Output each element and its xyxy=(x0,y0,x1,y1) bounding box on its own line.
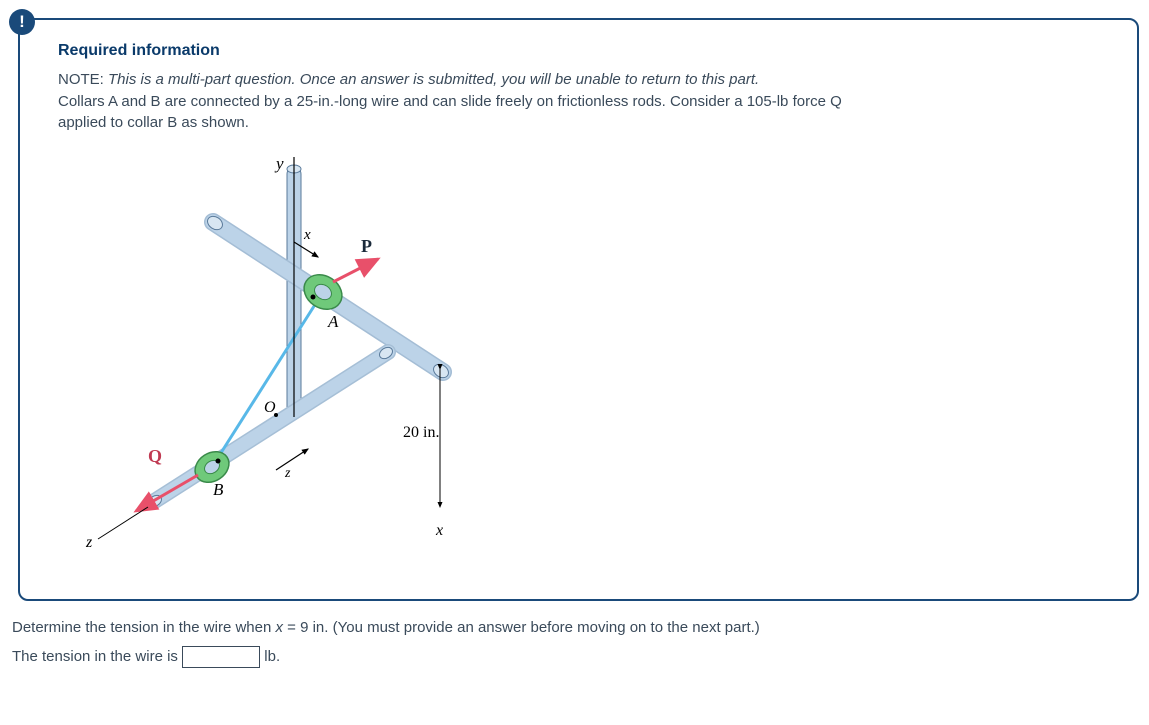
y-label: y xyxy=(274,154,284,173)
o-label: O xyxy=(264,399,276,416)
answer-block: Determine the tension in the wire when x… xyxy=(12,619,1139,668)
q-label: Q xyxy=(148,446,162,466)
note-line: NOTE: This is a multi-part question. Onc… xyxy=(58,70,1107,90)
p-label: P xyxy=(361,236,372,256)
problem-text-line1: Collars A and B are connected by a 25-in… xyxy=(58,92,1107,112)
answer-line: The tension in the wire is lb. xyxy=(12,646,1139,668)
z-small-label: z xyxy=(284,466,291,481)
force-p xyxy=(333,259,378,282)
x-axis-label: x xyxy=(435,522,443,539)
z-arrow xyxy=(276,449,308,470)
problem-text-line2: applied to collar B as shown. xyxy=(58,113,1107,133)
b-label: B xyxy=(213,480,224,499)
alert-icon: ! xyxy=(9,9,35,35)
answer-label: The tension in the wire is xyxy=(12,648,182,665)
answer-unit: lb. xyxy=(264,648,280,665)
question-prompt: Determine the tension in the wire when x… xyxy=(12,619,1139,636)
required-info-heading: Required information xyxy=(58,42,1107,60)
diagram-svg: y x P A O 20 in. x z Q B xyxy=(58,147,478,577)
x-small-label: x xyxy=(303,227,311,243)
figure-container: y x P A O 20 in. x z Q B xyxy=(58,147,1107,577)
twenty-in-label: 20 in. xyxy=(403,424,439,441)
force-q xyxy=(136,475,198,511)
z-guide xyxy=(98,507,148,539)
tension-input[interactable] xyxy=(182,646,260,668)
note-label: NOTE: xyxy=(58,71,104,88)
required-info-box: ! Required information NOTE: This is a m… xyxy=(18,18,1139,601)
a-label: A xyxy=(327,312,339,331)
z-left-label: z xyxy=(85,534,93,551)
wire xyxy=(212,292,323,467)
note-italic-text: This is a multi-part question. Once an a… xyxy=(108,71,759,88)
